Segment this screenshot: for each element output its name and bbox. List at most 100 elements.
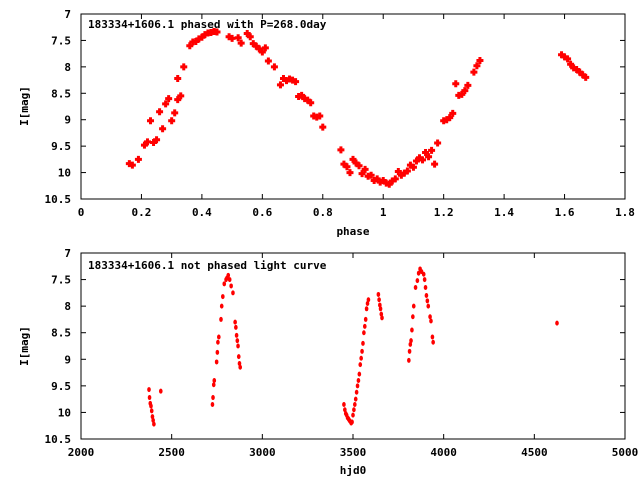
data-point: [283, 77, 291, 85]
data-point: [221, 294, 225, 300]
data-point: [128, 161, 136, 169]
data-point: [359, 355, 363, 361]
data-point: [373, 175, 381, 183]
data-point: [449, 109, 457, 117]
data-point: [355, 162, 363, 170]
phased-light-curve-chart: 0 0.2 0.4 0.6 0.8 1 1.2 1.4 1.6 1.8 7 7.5 8 8.5 9 9.5 10…: [18, 8, 635, 238]
data-point: [210, 401, 215, 407]
data-point: [358, 170, 366, 178]
data-point: [407, 357, 411, 363]
unphased-light-curve-chart: 2000 2500 3000 3500 4000 4500 5000 7 7.5 8 8.5 9 9.5…: [18, 247, 638, 477]
x-tick-label: 4000: [430, 446, 457, 459]
data-point: [476, 57, 484, 65]
x-tick-label: 0.6: [252, 206, 272, 219]
data-point: [219, 303, 224, 309]
data-point: [211, 382, 216, 388]
data-point: [234, 34, 242, 42]
x-tick-label: 1.2: [434, 206, 454, 219]
data-point: [238, 364, 243, 370]
y-tick-label: 9.5: [51, 140, 71, 153]
data-point: [379, 177, 387, 184]
data-point: [419, 156, 427, 164]
data-point: [215, 349, 220, 355]
y-tick-label: 10.5: [45, 433, 72, 446]
x-tick-label: 0.8: [313, 206, 333, 219]
data-point: [380, 315, 384, 321]
data-point: [201, 31, 209, 39]
data-point: [407, 348, 412, 354]
data-point: [470, 68, 478, 76]
data-point: [174, 74, 182, 82]
x-axis-label: phase: [336, 225, 369, 238]
data-point: [415, 154, 423, 162]
data-point: [426, 303, 431, 309]
y-axis-label: I[mag]: [18, 326, 31, 366]
data-point: [391, 175, 399, 183]
data-point: [429, 318, 433, 324]
data-point: [421, 271, 426, 277]
data-point: [409, 338, 413, 344]
data-point: [270, 63, 278, 71]
data-point: [276, 81, 284, 89]
x-axis-label: hjd0: [340, 464, 367, 477]
data-point: [180, 63, 188, 71]
y-tick-label: 9.5: [51, 380, 71, 393]
x-tick-label: 0: [78, 206, 85, 219]
data-point: [355, 383, 360, 389]
data-points: [147, 266, 559, 427]
data-point: [229, 283, 233, 289]
data-point: [319, 123, 327, 131]
data-point: [376, 178, 384, 186]
data-point: [361, 340, 365, 346]
data-point: [346, 169, 354, 177]
data-point: [579, 71, 587, 79]
axis-ticks: 0 0.2 0.4 0.6 0.8 1 1.2 1.4 1.6 1.8 7 7.5 8 8.5 9 9.5 10…: [45, 8, 635, 219]
data-point: [366, 297, 371, 303]
data-point: [412, 157, 420, 165]
x-tick-label: 1.8: [615, 206, 635, 219]
data-point: [558, 51, 566, 59]
data-point: [350, 419, 354, 425]
data-point: [174, 96, 182, 104]
data-point: [576, 68, 584, 76]
data-point: [237, 39, 245, 47]
data-point: [464, 81, 472, 89]
data-point: [198, 33, 206, 41]
x-tick-label: 1: [380, 206, 387, 219]
data-point: [361, 165, 369, 173]
data-point: [342, 401, 346, 407]
plot-frame: [80, 13, 626, 200]
y-tick-label: 10: [58, 167, 71, 180]
y-tick-label: 8: [64, 61, 71, 74]
data-point: [147, 117, 155, 125]
data-point: [307, 99, 315, 107]
data-point: [425, 298, 430, 304]
data-point: [356, 378, 361, 384]
x-tick-label: 1.6: [555, 206, 575, 219]
data-point: [340, 160, 348, 168]
data-point: [228, 34, 236, 42]
data-point: [165, 95, 173, 103]
data-point: [236, 354, 241, 360]
data-point: [147, 395, 152, 401]
data-point: [152, 421, 156, 427]
data-point: [231, 290, 235, 296]
data-point: [452, 80, 460, 88]
y-tick-label: 10: [58, 406, 71, 419]
data-point: [570, 64, 578, 72]
x-tick-label: 0.2: [132, 206, 152, 219]
y-tick-label: 8.5: [51, 87, 71, 100]
data-point: [159, 125, 167, 133]
data-point: [343, 163, 351, 171]
data-point: [423, 285, 428, 291]
chart-title: 183334+1606.1 not phased light curve: [88, 259, 327, 272]
x-tick-label: 0.4: [192, 206, 212, 219]
y-tick-label: 8.5: [51, 327, 71, 340]
data-point: [158, 388, 163, 394]
data-point: [140, 141, 148, 149]
data-point: [227, 277, 232, 283]
data-point: [362, 330, 366, 336]
data-point: [279, 74, 287, 82]
data-point: [561, 53, 569, 61]
data-point: [430, 334, 435, 340]
